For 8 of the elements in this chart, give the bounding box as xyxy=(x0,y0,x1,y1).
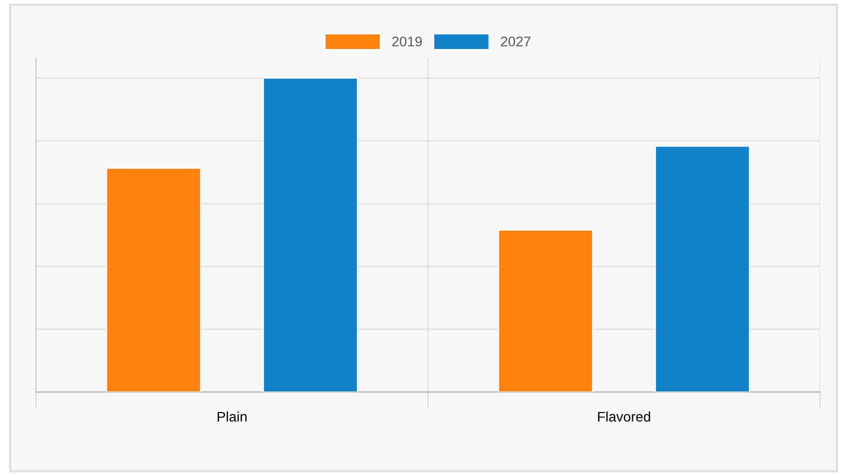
bar xyxy=(106,168,202,392)
bar xyxy=(654,146,750,392)
bar xyxy=(498,229,594,392)
x-tick-label: Plain xyxy=(218,411,247,422)
x-tick-label: Flavored xyxy=(598,411,650,422)
legend-label: 2019 xyxy=(392,36,422,46)
bar xyxy=(262,78,358,392)
legend-label: 2027 xyxy=(500,36,530,46)
